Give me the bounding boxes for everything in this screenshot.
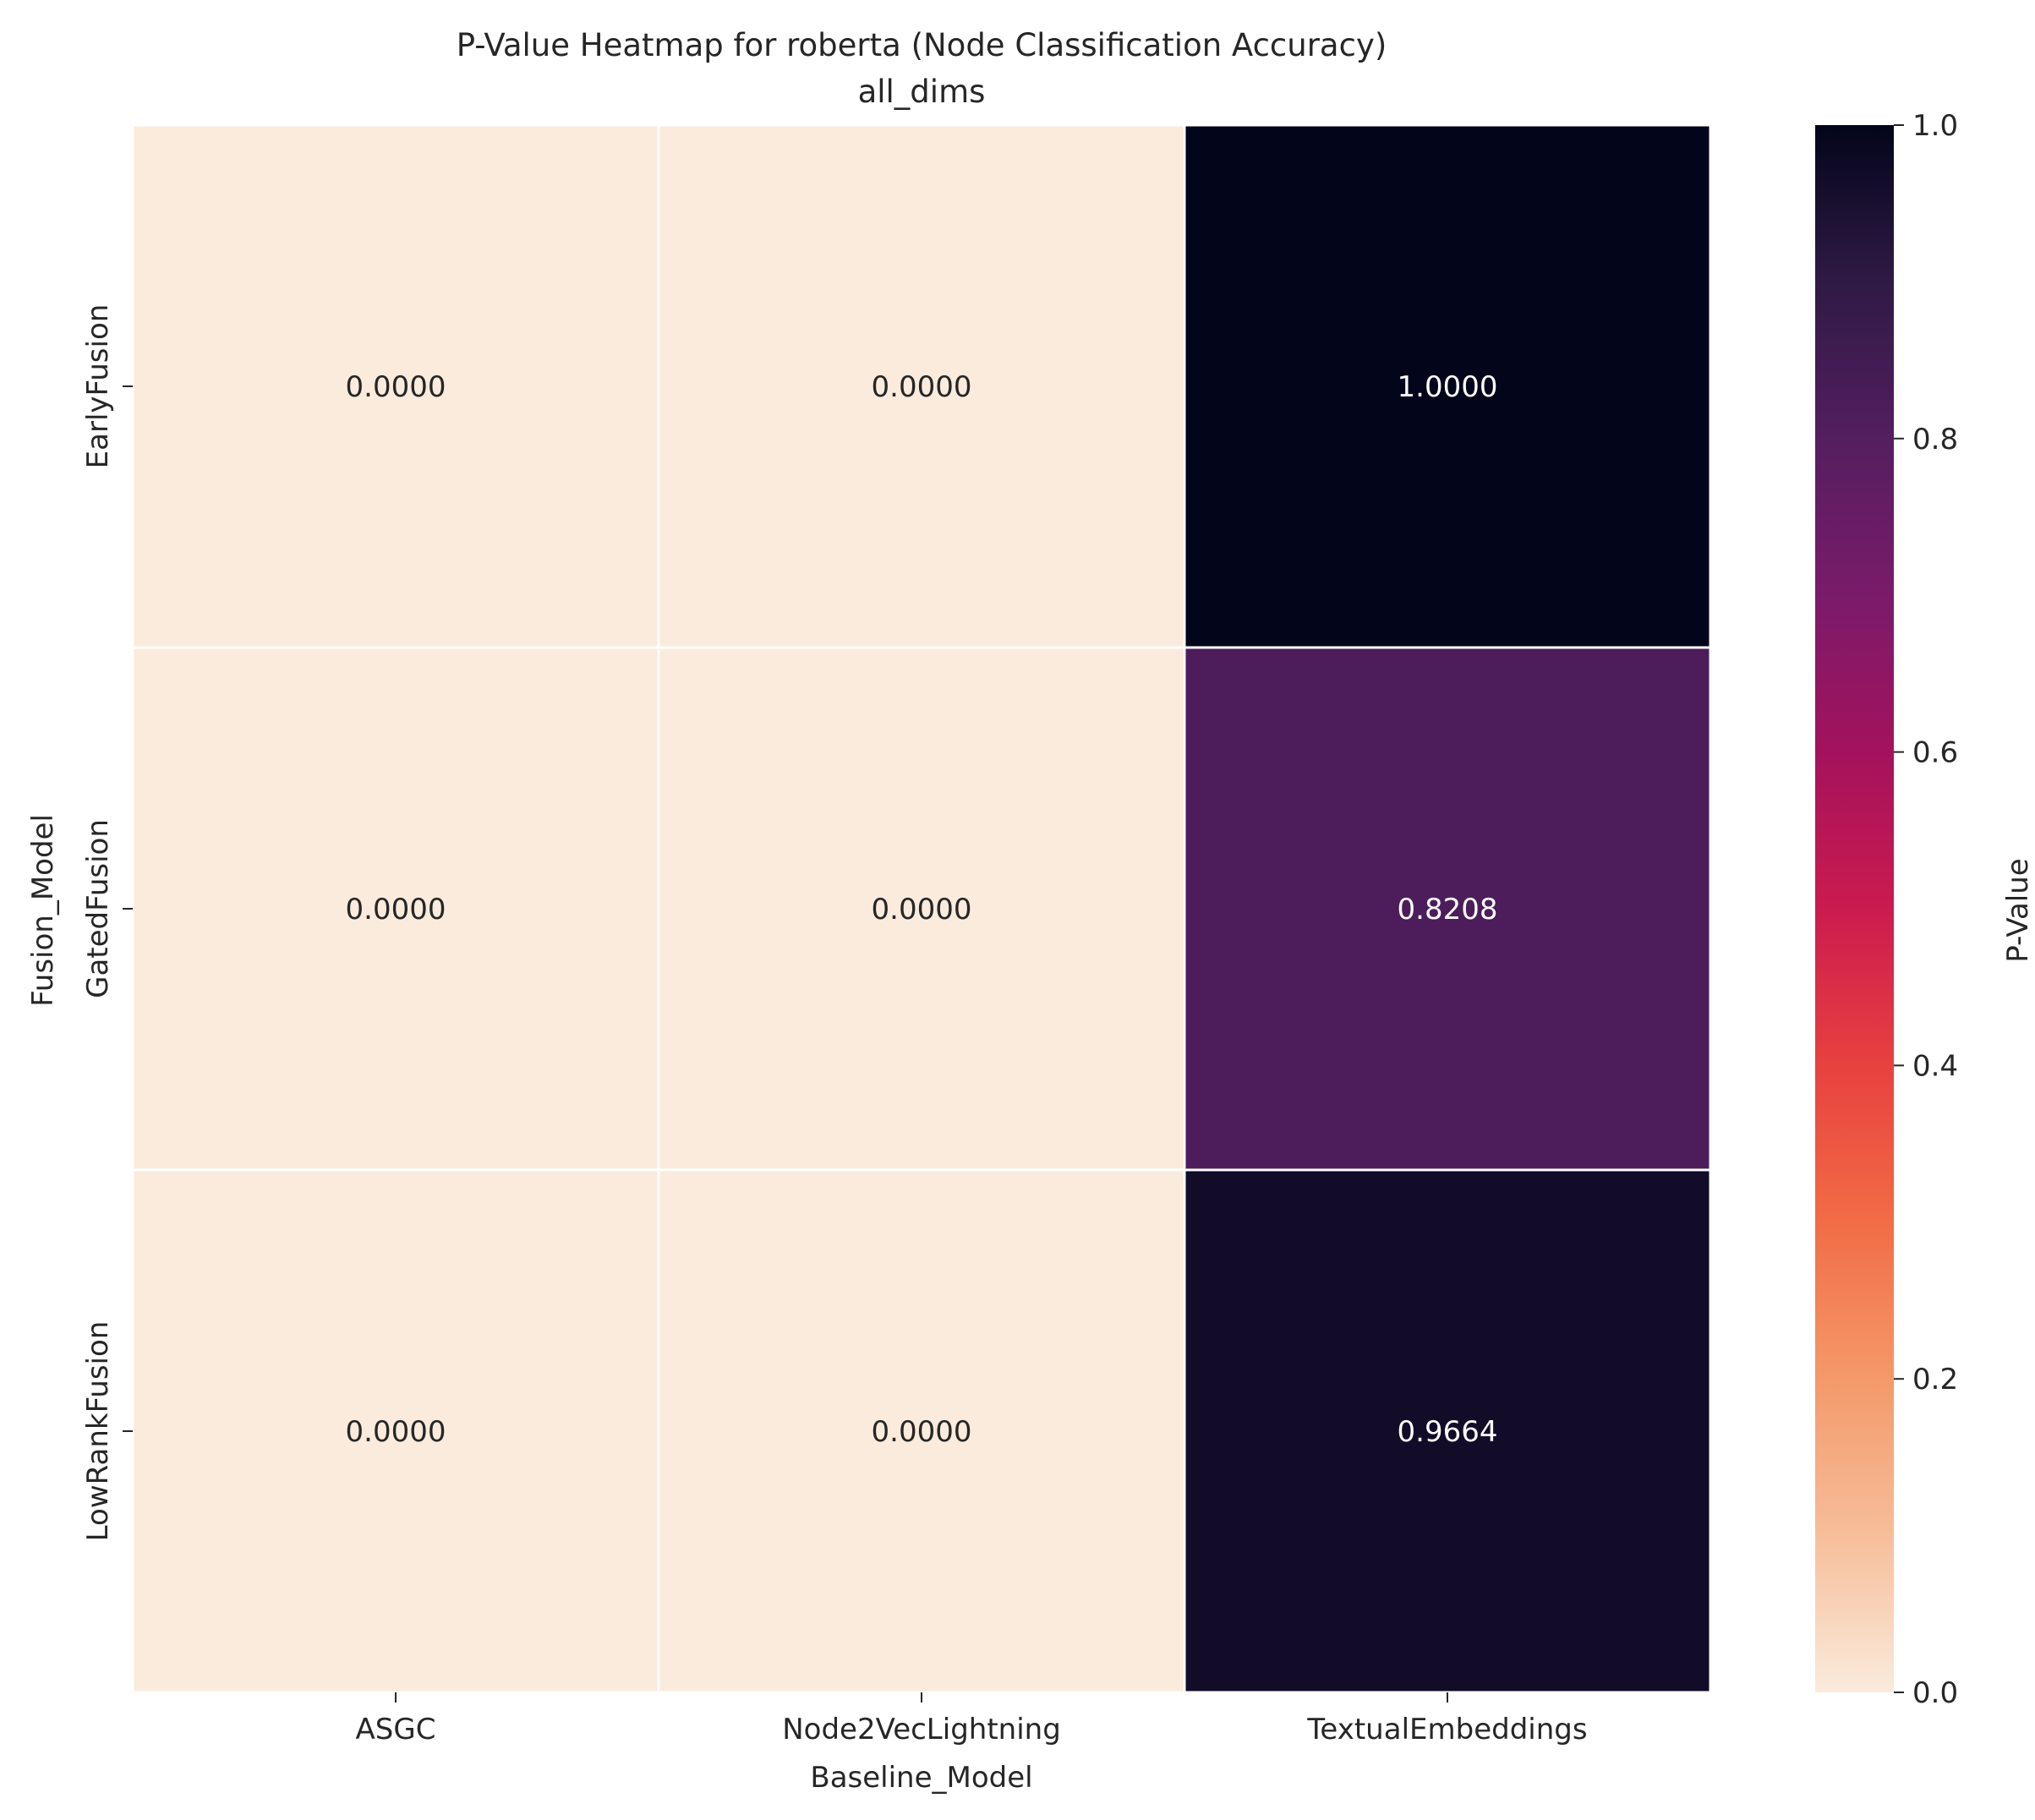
x-tick-label: Node2VecLightning xyxy=(782,1713,1061,1746)
cell-value-label: 0.0000 xyxy=(872,1415,972,1449)
heatmap-cells: 0.0000 0.0000 1.0000 0.0000 0.0000 0.8208 0.00… xyxy=(131,123,1712,1694)
y-axis-ticks: EarlyFusion GatedFusion LowRankFusion xyxy=(81,304,133,1542)
cell-value-label: 1.0000 xyxy=(1398,370,1498,404)
colorbar-tick-label: 0.6 xyxy=(1912,736,1958,770)
x-axis-ticks: ASGC Node2VecLightning TextualEmbeddings xyxy=(356,1692,1588,1746)
y-tick-label: GatedFusion xyxy=(81,819,115,998)
colorbar-label: P-Value xyxy=(2001,858,2035,962)
cell-value-label: 0.8208 xyxy=(1398,893,1498,926)
x-tick-label: ASGC xyxy=(356,1713,436,1746)
heatmap-cell xyxy=(131,123,660,649)
cell-value-label: 0.9664 xyxy=(1398,1415,1498,1449)
colorbar: 0.0 0.2 0.4 0.6 0.8 1.0 xyxy=(1815,109,1958,1710)
heatmap-cell xyxy=(1183,646,1712,1172)
cell-value-label: 0.0000 xyxy=(872,370,972,404)
cell-value-label: 0.0000 xyxy=(346,893,446,926)
heatmap-cell xyxy=(131,1168,660,1694)
x-tick-label: TextualEmbeddings xyxy=(1306,1713,1587,1746)
heatmap-cell xyxy=(131,646,660,1172)
colorbar-tick-label: 1.0 xyxy=(1912,109,1958,143)
y-axis-label: Fusion_Model xyxy=(26,814,60,1007)
chart-title: P-Value Heatmap for roberta (Node Classi… xyxy=(457,27,1387,63)
cell-value-label: 0.0000 xyxy=(346,370,446,404)
colorbar-tick-label: 0.4 xyxy=(1912,1049,1958,1083)
y-tick-label: EarlyFusion xyxy=(81,304,115,469)
cell-value-label: 0.0000 xyxy=(872,893,972,926)
heatmap-cell xyxy=(657,646,1186,1172)
colorbar-tick-label: 0.8 xyxy=(1912,423,1958,456)
heatmap-cell xyxy=(657,1168,1186,1694)
heatmap-cell xyxy=(1183,123,1712,649)
y-tick-label: LowRankFusion xyxy=(81,1321,115,1542)
colorbar-tick-label: 0.2 xyxy=(1912,1363,1958,1396)
chart-subtitle: all_dims xyxy=(858,74,986,110)
cell-value-label: 0.0000 xyxy=(346,1415,446,1449)
colorbar-gradient xyxy=(1815,125,1894,1692)
heatmap-cell xyxy=(657,123,1186,649)
colorbar-tick-label: 0.0 xyxy=(1912,1676,1958,1710)
x-axis-label: Baseline_Model xyxy=(810,1761,1032,1795)
